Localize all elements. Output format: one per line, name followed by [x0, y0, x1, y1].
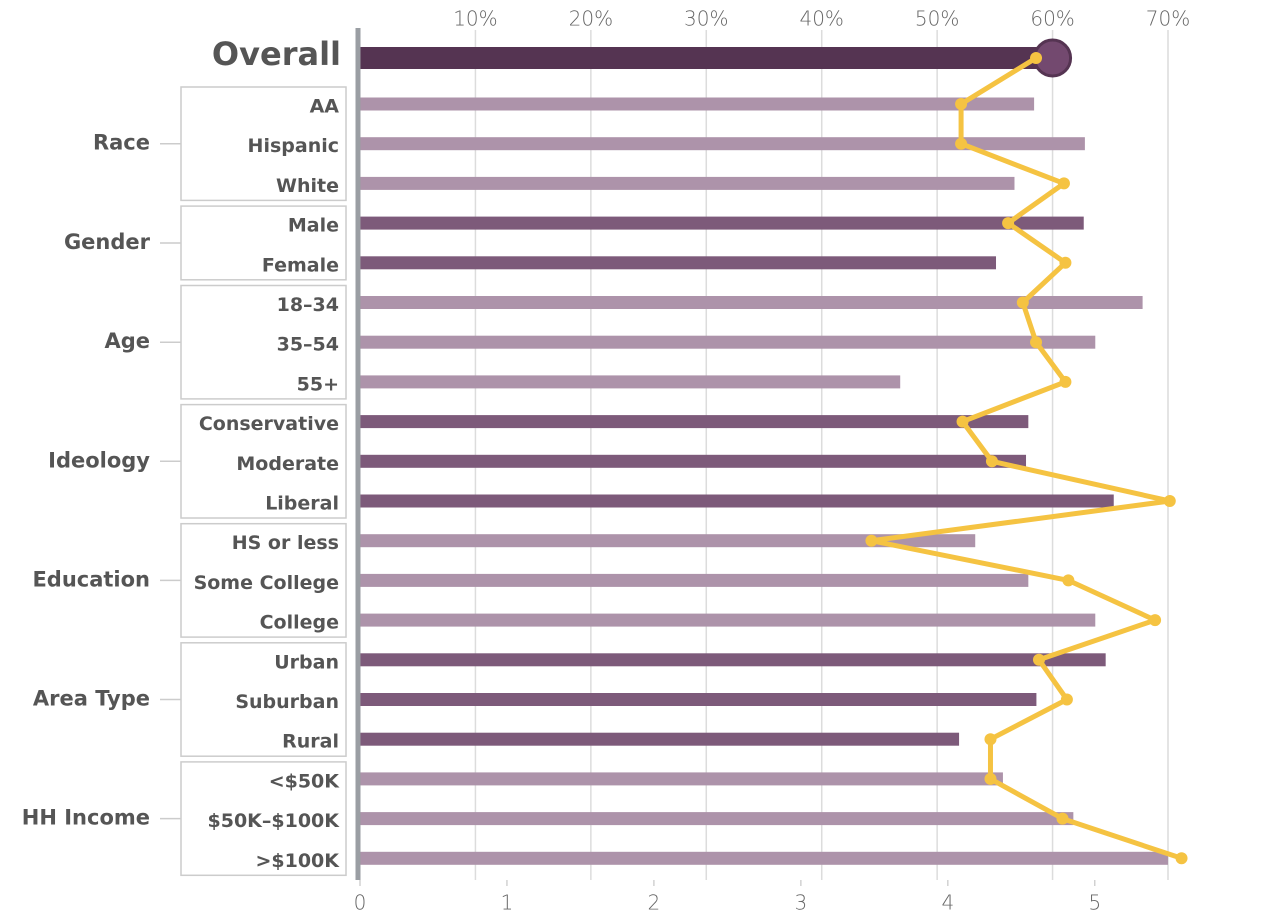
bar [360, 732, 960, 746]
category-label: $50K–$100K [208, 810, 341, 832]
bar [360, 653, 1106, 667]
x2-tick-label: 0 [354, 891, 367, 914]
category-label: 35–54 [277, 334, 339, 356]
category-label: 55+ [297, 373, 339, 395]
line-point [1030, 336, 1043, 349]
category-label: Rural [282, 731, 339, 753]
category-label: Some College [194, 572, 339, 594]
bar [360, 851, 1168, 865]
line-point [956, 415, 969, 428]
category-label: 18–34 [277, 294, 339, 316]
bar [360, 812, 1074, 826]
category-label: HS or less [232, 532, 339, 554]
x2-tick-label: 1 [501, 891, 514, 914]
group-label: Age [104, 329, 150, 353]
x-tick-label: 20% [569, 7, 613, 31]
line-point [1059, 256, 1072, 269]
line-point [984, 772, 997, 785]
line-point [1057, 177, 1070, 190]
group-label: Gender [64, 230, 151, 254]
group-label: HH Income [22, 806, 150, 830]
category-label: College [260, 612, 339, 634]
line-point [955, 137, 968, 150]
x-tick-label: 30% [684, 7, 728, 31]
category-label: Female [262, 254, 339, 276]
x-tick-label: 60% [1030, 7, 1074, 31]
category-label: >$100K [255, 850, 340, 872]
category-label: Urban [274, 651, 339, 673]
bar [360, 97, 1035, 111]
line-point [1062, 574, 1075, 587]
category-label: Suburban [235, 691, 339, 713]
line-point [1059, 375, 1072, 388]
bar [360, 296, 1143, 309]
category-label: Male [288, 215, 339, 237]
line-point [865, 534, 878, 547]
category-label: AA [310, 96, 340, 118]
bar [360, 375, 901, 389]
group-label: Area Type [33, 687, 150, 711]
x-tick-label: 70% [1146, 7, 1190, 31]
x2-tick-label: 3 [795, 891, 808, 914]
x2-tick-label: 2 [648, 891, 661, 914]
bar [360, 176, 1015, 190]
bar [360, 573, 1029, 587]
bar [360, 534, 976, 548]
overall-label: Overall [212, 35, 341, 73]
line-point [1016, 296, 1029, 309]
bar [360, 137, 1085, 151]
bar [360, 216, 1084, 230]
line-point [1002, 217, 1015, 230]
line-point [1163, 495, 1176, 507]
group-label: Education [32, 567, 150, 591]
line-point [1030, 52, 1043, 64]
line-point [1056, 812, 1069, 825]
bar [360, 772, 1003, 786]
x-tick-label: 50% [915, 7, 959, 31]
line-point [1149, 614, 1162, 627]
group-label: Race [93, 131, 150, 155]
bar [360, 415, 1029, 429]
line-point [1032, 653, 1045, 666]
line-point [984, 733, 997, 746]
line-point [955, 98, 968, 110]
group-label: Ideology [48, 448, 150, 472]
category-label: Liberal [265, 493, 339, 515]
line-point [1060, 693, 1073, 706]
category-label: Conservative [199, 413, 339, 435]
bar [360, 693, 1037, 706]
bar [360, 613, 1096, 627]
x2-tick-label: 5 [1088, 891, 1101, 914]
bar [360, 256, 997, 270]
bar [360, 335, 1096, 349]
line-point [985, 455, 998, 468]
x2-tick-label: 4 [941, 891, 954, 914]
overall-bar [360, 47, 1053, 69]
category-label: White [276, 175, 339, 197]
bar [360, 454, 1027, 468]
category-label: Hispanic [248, 135, 339, 157]
line-point [1175, 852, 1188, 865]
category-label: <$50K [269, 770, 341, 792]
category-label: Moderate [236, 453, 339, 475]
x-tick-label: 10% [453, 7, 497, 31]
x-tick-label: 40% [799, 7, 843, 31]
bar [360, 494, 1114, 508]
